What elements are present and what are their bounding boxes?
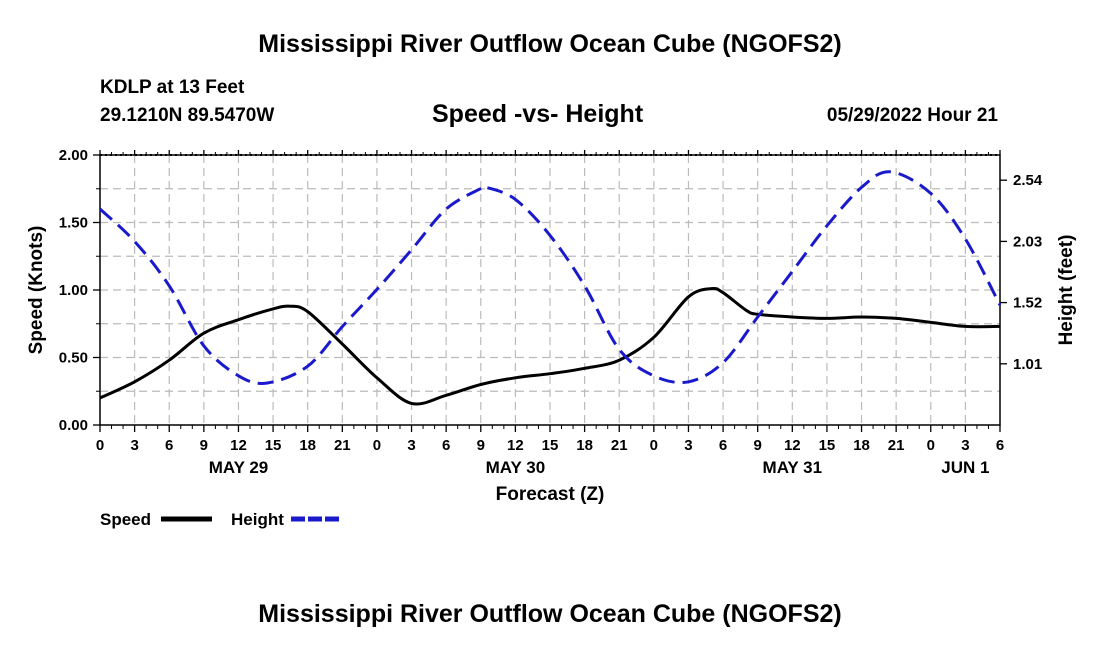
legend-speed-label: Speed xyxy=(100,510,151,529)
x-tick-label: 9 xyxy=(477,437,485,454)
legend: Speed Height xyxy=(100,510,342,529)
page-title-top: Mississippi River Outflow Ocean Cube (NG… xyxy=(258,30,842,58)
speed-height-chart: 0 3 6 9 12 15 18 21 0 3 6 9 12 15 18 21 0 3 6 9 12 15 18 21 0 3 6 M… xyxy=(26,147,1077,529)
x-tick-label: 21 xyxy=(334,437,351,454)
x-axis-title: Forecast (Z) xyxy=(496,484,605,505)
y-left-tick-label: 0.00 xyxy=(59,417,88,434)
station-label: KDLP at 13 Feet xyxy=(100,77,245,98)
x-tick-label: 18 xyxy=(299,437,316,454)
speed-series-line xyxy=(99,286,1001,406)
date-label: MAY 30 xyxy=(486,458,546,477)
date-label: JUN 1 xyxy=(941,458,989,477)
station-coordinates: 29.1210N 89.5470W xyxy=(100,105,275,126)
x-tick-label: 15 xyxy=(265,437,282,454)
page-title-bottom: Mississippi River Outflow Ocean Cube (NG… xyxy=(258,600,842,628)
y-left-tick-label: 0.50 xyxy=(59,350,88,367)
y-right-tick-label: 1.01 xyxy=(1013,356,1042,373)
date-label: MAY 29 xyxy=(209,458,269,477)
x-tick-label: 15 xyxy=(542,437,559,454)
y-right-axis-title: Height (feet) xyxy=(1056,235,1077,346)
x-tick-label: 0 xyxy=(373,437,381,454)
x-tick-label: 3 xyxy=(684,437,692,454)
axis-labels: 0 3 6 9 12 15 18 21 0 3 6 9 12 15 18 21 0 3 6 9 12 15 18 21 0 3 6 M… xyxy=(26,147,1077,505)
axes xyxy=(93,150,1007,432)
x-tick-label: 6 xyxy=(442,437,450,454)
y-left-tick-label: 1.00 xyxy=(59,282,88,299)
x-tick-label: 3 xyxy=(407,437,415,454)
y-right-tick-label: 1.52 xyxy=(1013,295,1042,312)
x-tick-label: 12 xyxy=(230,437,247,454)
x-tick-label: 9 xyxy=(200,437,208,454)
x-tick-label: 9 xyxy=(754,437,762,454)
date-label: MAY 31 xyxy=(763,458,823,477)
x-tick-label: 21 xyxy=(888,437,905,454)
x-tick-label: 0 xyxy=(650,437,658,454)
x-tick-label: 6 xyxy=(996,437,1004,454)
legend-height-label: Height xyxy=(231,510,284,529)
series-lines xyxy=(98,170,1002,406)
forecast-datetime: 05/29/2022 Hour 21 xyxy=(826,105,998,126)
x-tick-label: 18 xyxy=(576,437,593,454)
x-tick-label: 21 xyxy=(611,437,628,454)
x-tick-label: 18 xyxy=(853,437,870,454)
x-tick-label: 12 xyxy=(784,437,801,454)
x-tick-label: 0 xyxy=(927,437,935,454)
x-tick-label: 6 xyxy=(165,437,173,454)
x-tick-label: 15 xyxy=(819,437,836,454)
x-tick-label: 0 xyxy=(96,437,104,454)
x-tick-label: 6 xyxy=(719,437,727,454)
y-left-tick-label: 1.50 xyxy=(59,215,88,232)
y-right-tick-label: 2.54 xyxy=(1013,172,1043,189)
grid-lines xyxy=(100,155,1000,425)
y-left-tick-label: 2.00 xyxy=(59,147,88,164)
y-right-tick-label: 2.03 xyxy=(1013,233,1042,250)
x-tick-label: 12 xyxy=(507,437,524,454)
x-tick-label: 3 xyxy=(130,437,138,454)
y-left-axis-title: Speed (Knots) xyxy=(26,226,47,355)
x-tick-label: 3 xyxy=(961,437,969,454)
height-series-line xyxy=(98,170,1002,385)
chart-subtitle: Speed -vs- Height xyxy=(432,100,644,128)
